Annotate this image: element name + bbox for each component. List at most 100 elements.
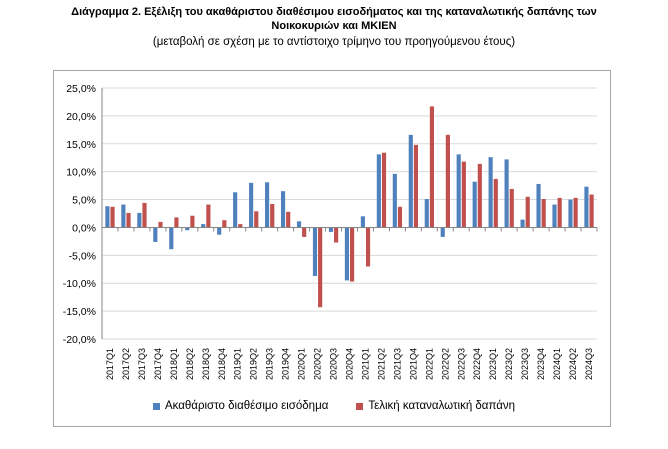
bar-consumption bbox=[413, 144, 419, 228]
x-tick-label: 2017Q3 bbox=[137, 348, 147, 380]
y-tick-label: -5,0% bbox=[69, 250, 96, 262]
bar-income bbox=[121, 204, 126, 228]
bar-income bbox=[312, 227, 318, 276]
bar-income bbox=[472, 181, 477, 228]
bar-income bbox=[169, 227, 174, 250]
bar-consumption bbox=[557, 197, 562, 228]
y-tick-label: 0,0% bbox=[72, 222, 96, 234]
bar-consumption bbox=[525, 196, 530, 228]
bar-income bbox=[280, 191, 286, 228]
bar-consumption bbox=[493, 178, 498, 228]
bar-consumption bbox=[110, 206, 115, 228]
legend-item-income: Ακαθάριστο διαθέσιμο εισόδημα bbox=[152, 400, 329, 412]
bar-consumption bbox=[573, 197, 578, 228]
bar-consumption bbox=[477, 163, 482, 228]
bar-income bbox=[504, 159, 509, 228]
x-tick-label: 2021Q2 bbox=[376, 348, 386, 380]
legend-label-income: Ακαθάριστο διαθέσιμο εισόδημα bbox=[164, 400, 329, 412]
bar-income bbox=[488, 157, 493, 228]
x-tick-label: 2023Q1 bbox=[488, 348, 498, 380]
chart-frame bbox=[53, 70, 611, 427]
bar-income bbox=[456, 154, 461, 228]
x-tick-label: 2024Q3 bbox=[584, 348, 594, 380]
bar-consumption bbox=[126, 212, 131, 228]
x-tick-label: 2020Q1 bbox=[297, 348, 307, 380]
x-tick-label: 2022Q2 bbox=[440, 348, 450, 380]
bar-consumption bbox=[381, 152, 387, 228]
x-tick-label: 2020Q4 bbox=[345, 348, 355, 380]
bar-income bbox=[520, 219, 525, 228]
legend-swatch-income bbox=[152, 402, 160, 410]
x-tick-label: 2023Q3 bbox=[520, 348, 530, 380]
bar-income bbox=[201, 224, 206, 228]
x-tick-label: 2021Q1 bbox=[360, 348, 370, 380]
bar-consumption bbox=[254, 211, 259, 228]
bar-income bbox=[376, 154, 381, 228]
y-tick-label: 10,0% bbox=[66, 167, 96, 179]
chart-title-line2: Νοικοκυριών και ΜΚΙΕΝ bbox=[271, 20, 397, 32]
bar-consumption bbox=[158, 221, 163, 228]
bar-income bbox=[185, 227, 190, 231]
bar-consumption bbox=[286, 211, 291, 228]
bar-income bbox=[249, 182, 254, 228]
bar-income bbox=[568, 199, 573, 228]
bar-consumption bbox=[142, 202, 147, 228]
x-tick-label: 2021Q3 bbox=[392, 348, 402, 380]
bar-income bbox=[233, 192, 238, 228]
bar-consumption bbox=[461, 161, 466, 228]
x-tick-label: 2024Q1 bbox=[552, 348, 562, 380]
bar-consumption bbox=[318, 227, 323, 308]
bar-income bbox=[153, 227, 158, 242]
bar-consumption bbox=[238, 224, 243, 228]
bar-income bbox=[137, 212, 142, 228]
bar-income bbox=[424, 198, 429, 228]
x-tick-label: 2019Q3 bbox=[265, 348, 275, 380]
x-tick-label: 2017Q4 bbox=[153, 348, 163, 380]
bar-consumption bbox=[206, 204, 211, 228]
legend-item-consumption: Τελική καταναλωτική δαπάνη bbox=[356, 400, 515, 412]
legend-swatch-consumption bbox=[356, 402, 364, 410]
chart-title-line1: Διάγραμμα 2. Εξέλιξη του ακαθάριστου δια… bbox=[71, 6, 597, 18]
x-tick-label: 2018Q1 bbox=[169, 348, 179, 380]
x-tick-label: 2017Q1 bbox=[105, 348, 115, 380]
bar-consumption bbox=[509, 188, 514, 228]
x-tick-label: 2019Q4 bbox=[281, 348, 291, 380]
bar-income bbox=[344, 227, 349, 281]
bar-consumption bbox=[334, 227, 339, 243]
chart-title: Διάγραμμα 2. Εξέλιξη του ακαθάριστου δια… bbox=[0, 5, 668, 33]
x-tick-label: 2020Q3 bbox=[329, 348, 339, 380]
x-tick-label: 2019Q1 bbox=[233, 348, 243, 380]
bar-consumption bbox=[350, 227, 355, 282]
x-tick-label: 2018Q2 bbox=[185, 348, 195, 380]
y-tick-label: -20,0% bbox=[63, 334, 96, 346]
bar-income bbox=[360, 216, 365, 228]
bar-consumption bbox=[365, 227, 371, 267]
y-tick-label: 25,0% bbox=[66, 83, 96, 95]
x-tick-label: 2018Q3 bbox=[201, 348, 211, 380]
bar-income bbox=[217, 227, 222, 235]
x-tick-label: 2023Q4 bbox=[536, 348, 546, 380]
x-tick-label: 2024Q2 bbox=[568, 348, 578, 380]
x-tick-label: 2019Q2 bbox=[249, 348, 259, 380]
y-tick-label: -15,0% bbox=[63, 306, 96, 318]
bar-consumption bbox=[270, 204, 275, 228]
bar-consumption bbox=[589, 194, 594, 228]
y-tick-label: 15,0% bbox=[66, 139, 96, 151]
legend-label-consumption: Τελική καταναλωτική δαπάνη bbox=[368, 400, 516, 412]
bar-consumption bbox=[222, 220, 227, 228]
bar-consumption bbox=[302, 227, 307, 237]
x-tick-label: 2020Q2 bbox=[313, 348, 323, 380]
y-tick-label: 20,0% bbox=[66, 111, 96, 123]
x-tick-label: 2022Q3 bbox=[456, 348, 466, 380]
bar-consumption bbox=[190, 215, 195, 228]
bar-consumption bbox=[445, 134, 450, 228]
bar-consumption bbox=[541, 198, 546, 228]
x-tick-label: 2018Q4 bbox=[217, 348, 227, 380]
bar-income bbox=[440, 227, 445, 237]
bar-income bbox=[584, 186, 589, 228]
x-tick-label: 2022Q1 bbox=[424, 348, 434, 380]
bar-income bbox=[296, 221, 302, 228]
bar-income bbox=[536, 183, 541, 228]
bar-income bbox=[328, 227, 334, 232]
